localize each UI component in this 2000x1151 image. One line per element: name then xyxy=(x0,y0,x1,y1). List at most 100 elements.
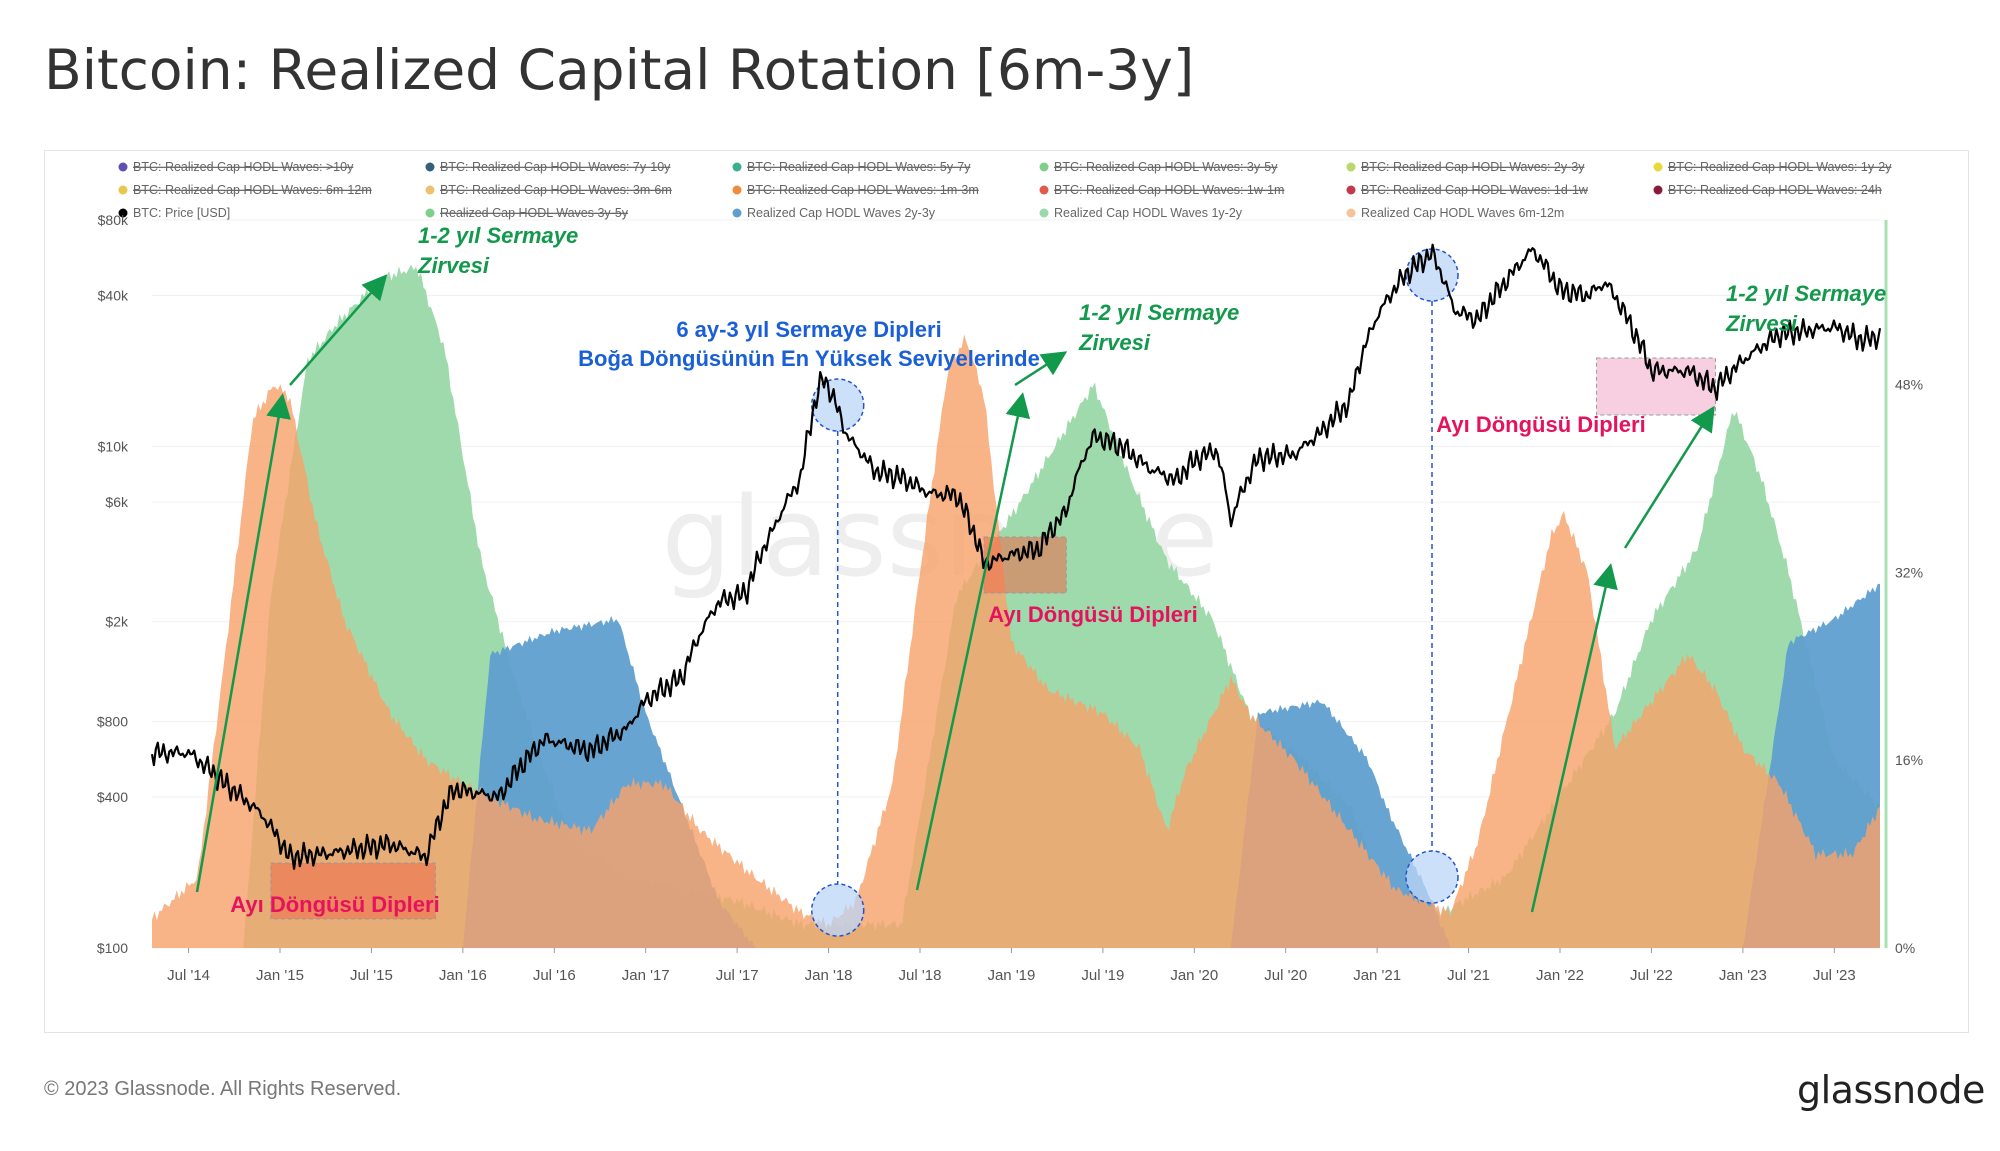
highlight-circle xyxy=(1405,850,1459,904)
y-left-tick-label: $80k xyxy=(98,212,129,228)
legend-swatch xyxy=(118,208,128,218)
legend-swatch xyxy=(1039,208,1049,218)
x-tick-label: Jul '22 xyxy=(1630,967,1673,984)
legend-label: BTC: Realized Cap HODL Waves: 6m-12m xyxy=(133,183,372,197)
annotation-arrow xyxy=(1014,351,1068,387)
annotation-label: Ayı Döngüsü Dipleri xyxy=(1436,412,1645,437)
legend-label: BTC: Realized Cap HODL Waves: 1w-1m xyxy=(1054,183,1284,197)
legend-swatch xyxy=(1653,162,1663,172)
annotation-arrows xyxy=(195,274,1715,913)
legend-item[interactable]: Realized Cap HODL Waves 1y-2y xyxy=(1039,206,1243,220)
y-right-tick-label: 32% xyxy=(1895,564,1923,580)
annotation-label: Zirvesi xyxy=(1078,330,1151,355)
legend-swatch xyxy=(1653,185,1663,195)
x-tick-label: Jan '17 xyxy=(622,967,670,984)
legend-item[interactable]: Realized Cap HODL Waves 3y-5y xyxy=(425,206,629,220)
y-left-tick-label: $2k xyxy=(105,614,129,630)
legend-swatch xyxy=(1039,185,1049,195)
x-tick-label: Jan '23 xyxy=(1719,967,1767,984)
legend-item[interactable]: Realized Cap HODL Waves 2y-3y xyxy=(732,206,936,220)
legend-swatch xyxy=(732,185,742,195)
annotation-arrow xyxy=(1530,563,1618,913)
annotation-arrow xyxy=(915,392,1031,891)
annotation-labels: 1-2 yıl Sermaye Zirvesi 6 ay-3 yıl Sermaye… xyxy=(230,223,1886,917)
legend-item[interactable]: BTC: Realized Cap HODL Waves: 2y-3y xyxy=(1346,160,1586,174)
copyright-text: © 2023 Glassnode. All Rights Reserved. xyxy=(44,1078,402,1100)
x-tick-label: Jul '18 xyxy=(899,967,942,984)
price-line xyxy=(150,243,1882,870)
x-tick-label: Jul '19 xyxy=(1081,967,1124,984)
y-left-tick-label: $40k xyxy=(98,287,129,303)
x-tick-label: Jan '22 xyxy=(1536,967,1584,984)
legend-label: BTC: Realized Cap HODL Waves: 1y-2y xyxy=(1668,160,1892,174)
bear-bottom-box xyxy=(270,862,436,920)
page-title: Bitcoin: Realized Capital Rotation [6m-3… xyxy=(44,38,1195,102)
legend-label: Realized Cap HODL Waves 3y-5y xyxy=(440,206,629,220)
legend-swatch xyxy=(425,208,435,218)
legend-item[interactable]: BTC: Realized Cap HODL Waves: 6m-12m xyxy=(118,183,372,197)
annotation-label: Ayı Döngüsü Dipleri xyxy=(988,602,1197,627)
legend-item[interactable]: BTC: Realized Cap HODL Waves: 7y-10y xyxy=(425,160,672,174)
annotation-arrow xyxy=(195,393,291,893)
y-left-tick-label: $400 xyxy=(97,789,128,805)
x-tick-label: Jul '14 xyxy=(167,967,210,984)
legend-item[interactable]: BTC: Realized Cap HODL Waves: >10y xyxy=(118,160,355,174)
x-tick-label: Jul '20 xyxy=(1264,967,1307,984)
legend-item[interactable]: BTC: Realized Cap HODL Waves: 1y-2y xyxy=(1653,160,1893,174)
legend-swatch xyxy=(425,185,435,195)
y-left-tick-label: $6k xyxy=(105,494,129,510)
legend-item[interactable]: BTC: Realized Cap HODL Waves: 5y-7y xyxy=(732,160,972,174)
legend-swatch xyxy=(732,208,742,218)
y-left-tick-label: $10k xyxy=(98,438,129,454)
annotation-label: 1-2 yıl Sermaye xyxy=(1726,281,1886,306)
annotation-label: Boğa Döngüsünün En Yüksek Seviyelerinde xyxy=(578,346,1040,371)
legend-item[interactable]: Realized Cap HODL Waves 6m-12m xyxy=(1346,206,1565,220)
chart-legend: BTC: Realized Cap HODL Waves: >10y BTC: R… xyxy=(118,160,1893,220)
x-tick-label: Jul '23 xyxy=(1813,967,1856,984)
legend-label: Realized Cap HODL Waves 6m-12m xyxy=(1361,206,1564,220)
legend-item[interactable]: BTC: Realized Cap HODL Waves: 1w-1m xyxy=(1039,183,1285,197)
x-tick-label: Jan '19 xyxy=(987,967,1035,984)
y-left-tick-label: $800 xyxy=(97,714,128,730)
legend-label: BTC: Realized Cap HODL Waves: 2y-3y xyxy=(1361,160,1585,174)
annotation-label: 1-2 yıl Sermaye xyxy=(1079,300,1239,325)
x-tick-label: Jul '21 xyxy=(1447,967,1490,984)
area-1y-2y xyxy=(152,264,1880,948)
legend-label: Realized Cap HODL Waves 2y-3y xyxy=(747,206,936,220)
bear-bottom-box xyxy=(983,536,1067,594)
legend-swatch xyxy=(118,162,128,172)
legend-item[interactable]: BTC: Realized Cap HODL Waves: 3m-6m xyxy=(425,183,672,197)
chart-axes: Jul '14 Jan '15 Jul '15 Jan '16 Jul '16 Jan '… xyxy=(97,212,1923,984)
legend-swatch xyxy=(425,162,435,172)
x-tick-label: Jul '15 xyxy=(350,967,393,984)
x-tick-label: Jul '16 xyxy=(533,967,576,984)
legend-item[interactable]: BTC: Price [USD] xyxy=(118,206,231,220)
legend-swatch xyxy=(1346,162,1356,172)
legend-item[interactable]: BTC: Realized Cap HODL Waves: 1d-1w xyxy=(1346,183,1589,197)
legend-label: BTC: Realized Cap HODL Waves: >10y xyxy=(133,160,354,174)
legend-item[interactable]: BTC: Realized Cap HODL Waves: 24h xyxy=(1653,183,1882,197)
legend-item[interactable]: BTC: Realized Cap HODL Waves: 1m-3m xyxy=(732,183,979,197)
legend-label: BTC: Realized Cap HODL Waves: 5y-7y xyxy=(747,160,971,174)
legend-label: BTC: Realized Cap HODL Waves: 1m-3m xyxy=(747,183,979,197)
x-tick-label: Jan '15 xyxy=(256,967,304,984)
annotation-label: 6 ay-3 yıl Sermaye Dipleri xyxy=(676,317,941,342)
x-tick-label: Jan '21 xyxy=(1353,967,1401,984)
y-left-tick-label: $100 xyxy=(97,940,128,956)
legend-label: BTC: Realized Cap HODL Waves: 1d-1w xyxy=(1361,183,1589,197)
legend-label: BTC: Realized Cap HODL Waves: 7y-10y xyxy=(440,160,671,174)
y-right-tick-label: 48% xyxy=(1895,376,1923,392)
x-tick-label: Jan '20 xyxy=(1170,967,1218,984)
x-tick-label: Jan '16 xyxy=(439,967,487,984)
annotation-arrow xyxy=(289,274,388,386)
legend-swatch xyxy=(1039,162,1049,172)
legend-label: BTC: Price [USD] xyxy=(133,206,230,220)
annotation-label: 1-2 yıl Sermaye xyxy=(418,223,578,248)
x-tick-label: Jul '17 xyxy=(716,967,759,984)
legend-swatch xyxy=(732,162,742,172)
legend-label: BTC: Realized Cap HODL Waves: 3y-5y xyxy=(1054,160,1278,174)
chart-frame xyxy=(44,150,1969,1033)
highlight-circle xyxy=(810,883,865,937)
legend-item[interactable]: BTC: Realized Cap HODL Waves: 3y-5y xyxy=(1039,160,1279,174)
